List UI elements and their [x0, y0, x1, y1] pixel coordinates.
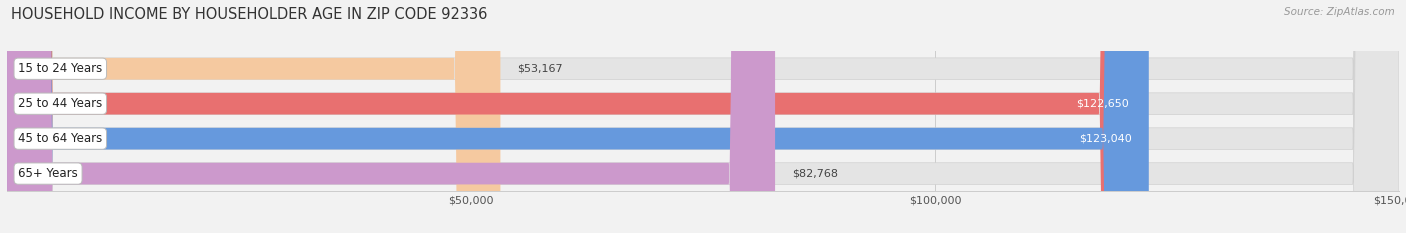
- FancyBboxPatch shape: [7, 0, 775, 233]
- Text: 45 to 64 Years: 45 to 64 Years: [18, 132, 103, 145]
- FancyBboxPatch shape: [7, 0, 1399, 233]
- FancyBboxPatch shape: [7, 0, 1399, 233]
- Text: $122,650: $122,650: [1076, 99, 1129, 109]
- FancyBboxPatch shape: [7, 0, 501, 233]
- Text: HOUSEHOLD INCOME BY HOUSEHOLDER AGE IN ZIP CODE 92336: HOUSEHOLD INCOME BY HOUSEHOLDER AGE IN Z…: [11, 7, 488, 22]
- Text: 25 to 44 Years: 25 to 44 Years: [18, 97, 103, 110]
- Text: 15 to 24 Years: 15 to 24 Years: [18, 62, 103, 75]
- Text: 65+ Years: 65+ Years: [18, 167, 77, 180]
- FancyBboxPatch shape: [7, 0, 1399, 233]
- FancyBboxPatch shape: [7, 0, 1144, 233]
- Text: $53,167: $53,167: [517, 64, 562, 74]
- Text: $82,768: $82,768: [792, 169, 838, 178]
- Text: Source: ZipAtlas.com: Source: ZipAtlas.com: [1284, 7, 1395, 17]
- FancyBboxPatch shape: [7, 0, 1149, 233]
- FancyBboxPatch shape: [7, 0, 1399, 233]
- Text: $123,040: $123,040: [1080, 134, 1132, 144]
